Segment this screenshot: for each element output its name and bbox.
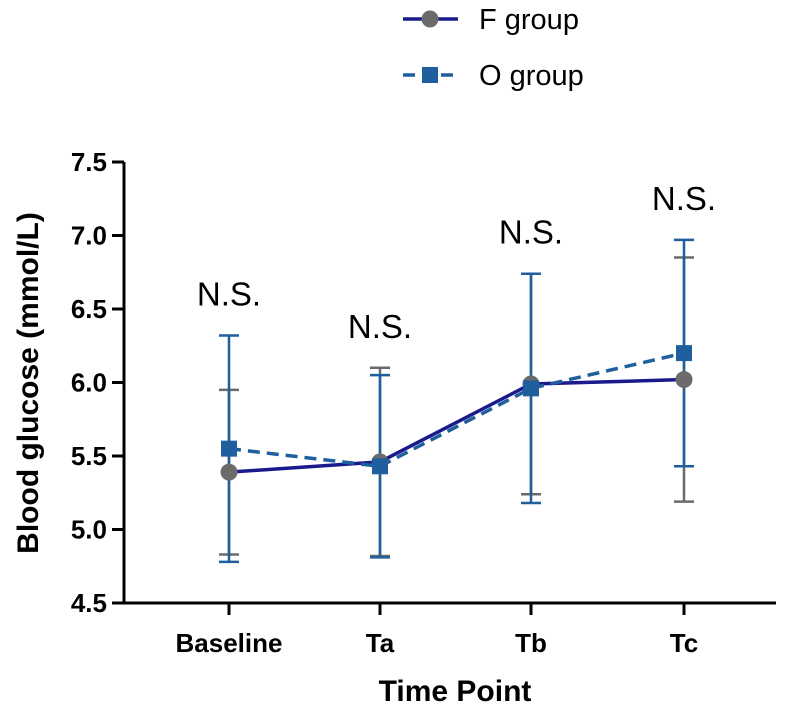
series-lines — [228, 351, 685, 474]
x-tick-label: Ta — [366, 628, 395, 658]
significance-label: N.S. — [499, 214, 563, 251]
legend-label: F group — [479, 4, 579, 36]
legend: F group O group — [403, 4, 584, 92]
axes: 4.5 5.0 5.5 6.0 6.5 7.0 7.5 Baseline Ta Tb Tc — [71, 147, 776, 658]
y-tick-label: 7.0 — [71, 221, 107, 251]
legend-marker-square — [422, 67, 438, 83]
y-tick-label: 5.5 — [71, 441, 107, 471]
data-point-circle — [675, 371, 693, 389]
annotations: N.S. N.S. N.S. N.S. — [197, 180, 716, 345]
series-line — [228, 377, 685, 474]
data-point-square — [372, 458, 388, 475]
y-tick-label: 5.0 — [71, 515, 107, 545]
y-axis-title: Blood glucose (mmol/L) — [12, 212, 45, 554]
x-axis-title: Time Point — [379, 675, 532, 708]
series-line — [228, 351, 685, 469]
significance-label: N.S. — [197, 275, 261, 312]
x-tick-label: Tb — [515, 628, 547, 658]
y-tick-label: 6.5 — [71, 294, 107, 324]
significance-label: N.S. — [652, 180, 716, 217]
y-tick-label: 6.0 — [71, 368, 107, 398]
legend-label: O group — [479, 60, 584, 92]
significance-label: N.S. — [348, 308, 412, 345]
x-tick-label: Tc — [670, 628, 698, 658]
legend-entry: O group — [403, 60, 584, 92]
legend-marker-circle — [421, 10, 439, 28]
data-point-square — [676, 345, 692, 362]
legend-entry: F group — [403, 4, 579, 36]
y-tick-label: 4.5 — [71, 588, 107, 618]
x-tick-label: Baseline — [176, 628, 283, 658]
series-markers — [220, 345, 693, 481]
error-bars — [219, 238, 694, 564]
data-point-square — [523, 380, 539, 397]
data-point-circle — [220, 463, 238, 481]
data-point-square — [221, 440, 237, 457]
y-tick-label: 7.5 — [71, 147, 107, 177]
